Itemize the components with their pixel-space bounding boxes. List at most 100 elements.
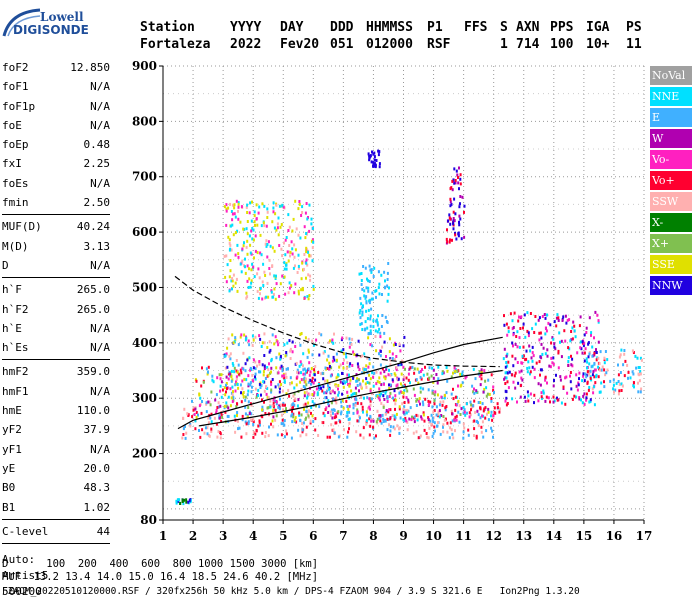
scatter-point [372, 319, 375, 323]
scatter-point [406, 428, 409, 432]
scatter-point [524, 399, 527, 403]
scatter-point [317, 383, 320, 386]
header-label-2: DAY [280, 20, 304, 35]
scatter-point [415, 413, 418, 417]
scatter-point [507, 386, 510, 390]
scatter-point [367, 365, 370, 369]
scatter-point [379, 371, 382, 375]
scatter-point [593, 336, 595, 340]
scatter-point [276, 226, 279, 230]
scatter-point [271, 404, 274, 408]
scatter-point [430, 422, 433, 426]
scatter-point [473, 434, 475, 437]
scatter-point [306, 295, 309, 299]
scatter-point [435, 413, 438, 417]
scatter-point [369, 317, 372, 321]
scatter-point [255, 395, 258, 399]
scatter-point [270, 366, 273, 370]
y-tick-label: 400 [132, 336, 157, 350]
scatter-point [415, 399, 418, 403]
scatter-point [275, 282, 278, 286]
scatter-point [424, 397, 427, 401]
scatter-point [282, 205, 285, 209]
scatter-point [382, 390, 385, 393]
legend-item-vo: Vo+ [650, 171, 692, 190]
scatter-point [568, 347, 571, 351]
scatter-point [234, 281, 237, 285]
scatter-point [560, 355, 563, 359]
scatter-point [233, 414, 236, 418]
scatter-point [314, 417, 317, 421]
scatter-point [399, 390, 402, 394]
scatter-point [230, 210, 233, 213]
scatter-point [345, 352, 347, 356]
scatter-point [442, 430, 445, 434]
scatter-point [360, 283, 363, 286]
scatter-point [554, 347, 557, 351]
scatter-point [307, 348, 310, 352]
scatter-point [435, 373, 438, 376]
scatter-point [524, 335, 527, 339]
scatter-point [229, 357, 232, 361]
scatter-point [382, 394, 385, 398]
scatter-point [302, 421, 305, 425]
scatter-point [431, 405, 434, 409]
scatter-point [337, 387, 339, 391]
param-name: fxI [2, 157, 22, 171]
scatter-point [503, 347, 506, 351]
scatter-point [612, 387, 615, 391]
scatter-point [612, 383, 615, 387]
scatter-point [551, 336, 554, 340]
scatter-point [354, 386, 357, 390]
param-name: fmin [2, 196, 29, 210]
scatter-point [220, 395, 223, 399]
scatter-point [420, 415, 423, 419]
scatter-point [330, 408, 333, 412]
scatter-point [253, 214, 256, 218]
scatter-point [358, 389, 360, 393]
scatter-point [251, 200, 253, 204]
scatter-point [280, 422, 283, 426]
scatter-point [182, 502, 185, 506]
y-tick-label: 600 [132, 225, 157, 239]
scatter-point [409, 366, 412, 370]
scatter-point [432, 419, 435, 423]
scatter-point [562, 315, 565, 319]
scatter-point [346, 414, 349, 418]
scatter-point [254, 372, 257, 376]
scatter-point [482, 435, 485, 439]
scatter-point [206, 426, 209, 430]
param-row: hmF1 N/A [2, 382, 110, 401]
param-value: 37.9 [83, 423, 111, 437]
y-tick-label: 900 [132, 59, 157, 73]
scatter-point [219, 377, 222, 381]
scatter-point [376, 417, 379, 421]
scatter-point [288, 339, 291, 343]
scatter-point [298, 202, 301, 206]
scatter-point [323, 391, 325, 395]
scatter-point [365, 364, 368, 368]
scatter-point [246, 358, 249, 362]
scatter-point [249, 381, 252, 385]
scatter-point [365, 419, 368, 423]
scatter-point [249, 243, 252, 247]
scatter-point [314, 378, 317, 382]
scatter-point [232, 203, 234, 207]
scatter-point [463, 204, 466, 208]
scatter-point [480, 370, 483, 373]
scatter-point [387, 410, 390, 414]
scatter-point [421, 368, 423, 372]
scatter-point [505, 390, 508, 394]
scatter-point [313, 368, 316, 372]
scatter-point [228, 370, 231, 374]
scatter-point [366, 413, 368, 417]
scatter-point [360, 272, 363, 275]
scatter-point [477, 413, 480, 417]
scatter-point [308, 229, 311, 233]
scatter-point [627, 370, 630, 374]
scatter-point [229, 224, 232, 228]
scatter-point [399, 349, 402, 353]
scatter-point [406, 389, 409, 393]
scatter-point [322, 377, 325, 381]
scatter-point [553, 345, 556, 349]
